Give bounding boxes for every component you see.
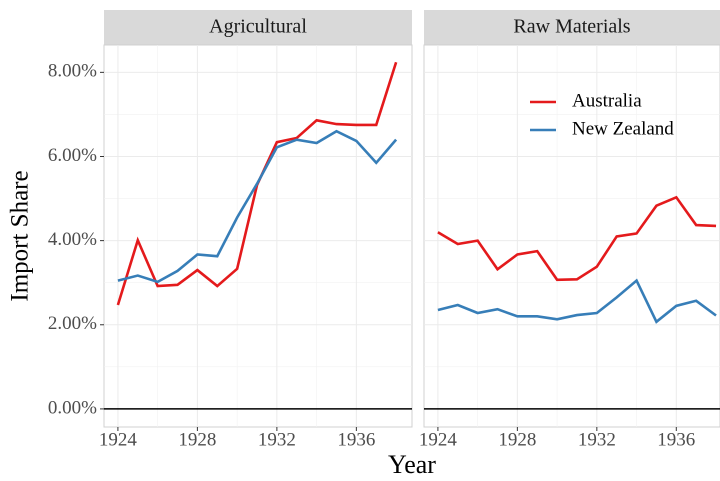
x-tick-label: 1932 xyxy=(578,429,616,450)
panel-title: Agricultural xyxy=(209,16,307,38)
x-tick-label: 1928 xyxy=(498,429,536,450)
y-tick-label: 0.00% xyxy=(48,397,97,418)
legend-label: Australia xyxy=(572,90,642,111)
strip xyxy=(104,10,412,45)
y-axis-title: Import Share xyxy=(7,170,34,301)
y-tick-label: 2.00% xyxy=(48,313,97,334)
strip xyxy=(424,10,720,45)
x-axis-title: Year xyxy=(388,450,436,479)
panel xyxy=(423,44,720,428)
y-tick-label: 8.00% xyxy=(48,61,97,82)
x-tick-label: 1936 xyxy=(337,429,375,450)
line xyxy=(437,278,717,324)
panel xyxy=(103,44,413,428)
line xyxy=(437,195,717,282)
y-tick-label: 4.00% xyxy=(48,229,97,250)
line xyxy=(117,129,398,284)
x-tick-label: 1924 xyxy=(419,429,458,450)
legend-label: New Zealand xyxy=(572,118,674,139)
x-tick-label: 1928 xyxy=(178,429,216,450)
x-tick-label: 1932 xyxy=(258,429,296,450)
x-tick-label: 1936 xyxy=(657,429,695,450)
x-tick-label: 1924 xyxy=(99,429,138,450)
panel-title: Raw Materials xyxy=(513,16,630,38)
y-tick-label: 6.00% xyxy=(48,145,97,166)
